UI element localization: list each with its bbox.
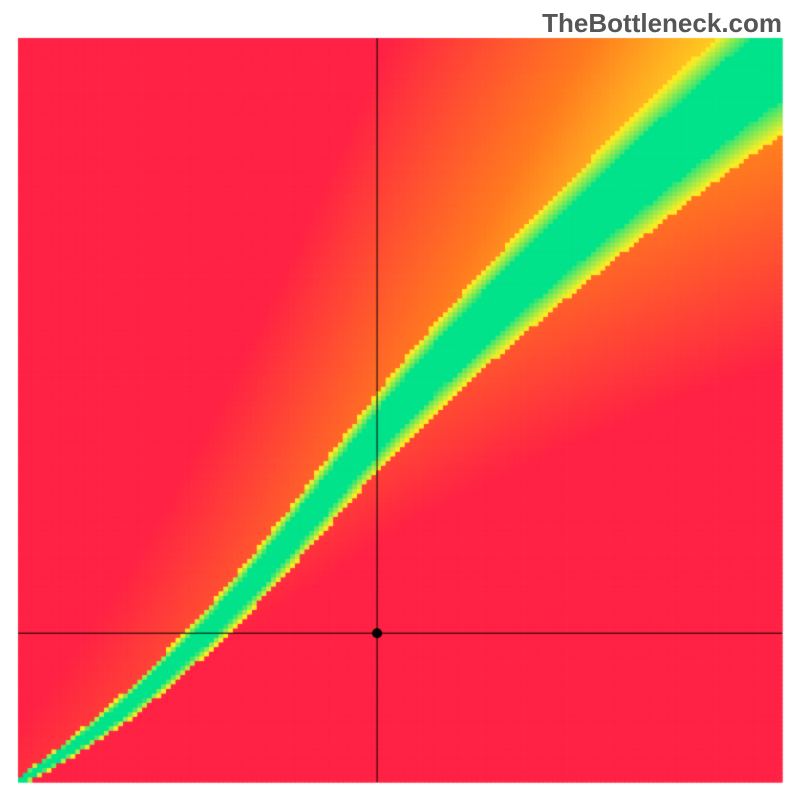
chart-container: TheBottleneck.com [0, 0, 800, 800]
watermark-text: TheBottleneck.com [542, 8, 782, 39]
bottleneck-heatmap [0, 0, 800, 800]
